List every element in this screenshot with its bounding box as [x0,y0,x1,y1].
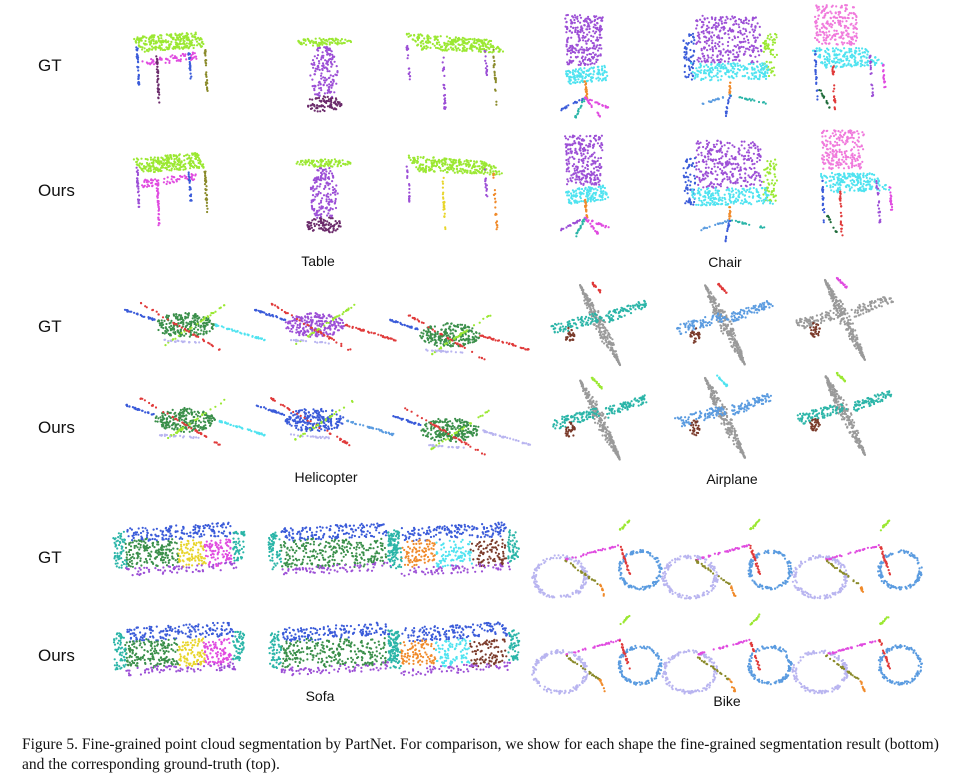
figure-caption: Figure 5. Fine-grained point cloud segme… [22,736,939,773]
table-point-cloud [133,31,209,104]
chair-point-cloud [682,14,779,118]
row-label-gt-3: GT [38,548,62,567]
category-label-sofa: Sofa [305,688,335,704]
airplane-point-cloud [795,276,895,361]
airplane-point-cloud [674,374,773,459]
chair-point-cloud [560,13,610,119]
airplane-point-cloud [676,282,774,366]
chair-point-cloud [811,4,887,111]
row-label-ours-2: Ours [38,418,75,437]
sofa-point-cloud [112,621,246,677]
helicopter-point-cloud [255,397,395,447]
chair-point-cloud [682,139,779,243]
helicopter-point-cloud [123,301,266,351]
category-label-table: Table [301,253,335,269]
bike-point-cloud [531,519,663,599]
category-label-airplane: Airplane [706,471,758,487]
table-point-cloud [297,37,353,113]
helicopter-point-cloud [389,314,530,361]
helicopter-point-cloud [125,397,266,446]
bike-point-cloud [791,519,923,600]
table-point-cloud [405,154,503,231]
bike-point-cloud [661,518,793,600]
table-point-cloud [295,158,352,234]
airplane-point-cloud [552,376,648,461]
helicopter-point-cloud [392,407,532,456]
row-label-gt-2: GT [38,317,62,336]
row-label-ours-3: Ours [38,646,75,665]
helicopter-point-cloud [253,302,397,351]
chair-point-cloud [560,134,610,238]
chair-point-cloud [820,129,894,237]
airplane-point-cloud [550,281,647,367]
bike-point-cloud [531,614,663,695]
sofa-point-cloud [112,521,246,577]
table-point-cloud [132,152,209,227]
sofa-point-cloud [268,621,401,677]
row-label-ours-1: Ours [38,181,75,200]
category-label-helicopter: Helicopter [294,469,358,485]
bike-point-cloud [791,616,924,695]
sofa-point-cloud [387,621,521,677]
table-point-cloud [405,32,505,110]
category-label-bike: Bike [713,693,741,709]
sofa-point-cloud [387,521,520,577]
bike-point-cloud [661,613,793,695]
airplane-point-cloud [796,371,893,456]
sofa-point-cloud [267,522,401,576]
row-label-gt-1: GT [38,56,62,75]
category-label-chair: Chair [708,254,742,270]
